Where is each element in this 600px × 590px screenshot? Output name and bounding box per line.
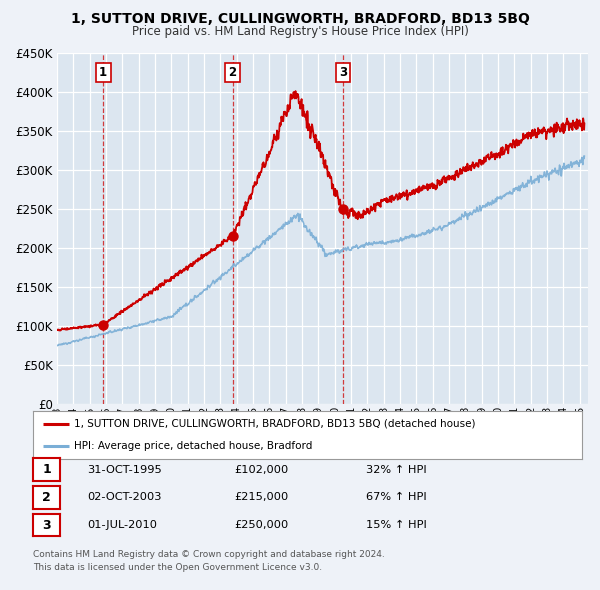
Text: 32% ↑ HPI: 32% ↑ HPI xyxy=(366,465,427,474)
Text: £215,000: £215,000 xyxy=(234,493,288,502)
Text: 15% ↑ HPI: 15% ↑ HPI xyxy=(366,520,427,530)
Text: 02-OCT-2003: 02-OCT-2003 xyxy=(87,493,161,502)
Text: £250,000: £250,000 xyxy=(234,520,288,530)
Text: 3: 3 xyxy=(42,519,51,532)
Text: 2: 2 xyxy=(42,491,51,504)
Text: Price paid vs. HM Land Registry's House Price Index (HPI): Price paid vs. HM Land Registry's House … xyxy=(131,25,469,38)
Text: 67% ↑ HPI: 67% ↑ HPI xyxy=(366,493,427,502)
Text: 2: 2 xyxy=(229,66,237,79)
Text: £102,000: £102,000 xyxy=(234,465,288,474)
Text: 1: 1 xyxy=(42,463,51,476)
Text: 3: 3 xyxy=(339,66,347,79)
Text: 31-OCT-1995: 31-OCT-1995 xyxy=(87,465,162,474)
Text: This data is licensed under the Open Government Licence v3.0.: This data is licensed under the Open Gov… xyxy=(33,563,322,572)
Text: 1, SUTTON DRIVE, CULLINGWORTH, BRADFORD, BD13 5BQ: 1, SUTTON DRIVE, CULLINGWORTH, BRADFORD,… xyxy=(71,12,529,26)
Text: Contains HM Land Registry data © Crown copyright and database right 2024.: Contains HM Land Registry data © Crown c… xyxy=(33,550,385,559)
Text: 1: 1 xyxy=(99,66,107,79)
Text: HPI: Average price, detached house, Bradford: HPI: Average price, detached house, Brad… xyxy=(74,441,313,451)
Text: 01-JUL-2010: 01-JUL-2010 xyxy=(87,520,157,530)
Text: 1, SUTTON DRIVE, CULLINGWORTH, BRADFORD, BD13 5BQ (detached house): 1, SUTTON DRIVE, CULLINGWORTH, BRADFORD,… xyxy=(74,419,476,429)
